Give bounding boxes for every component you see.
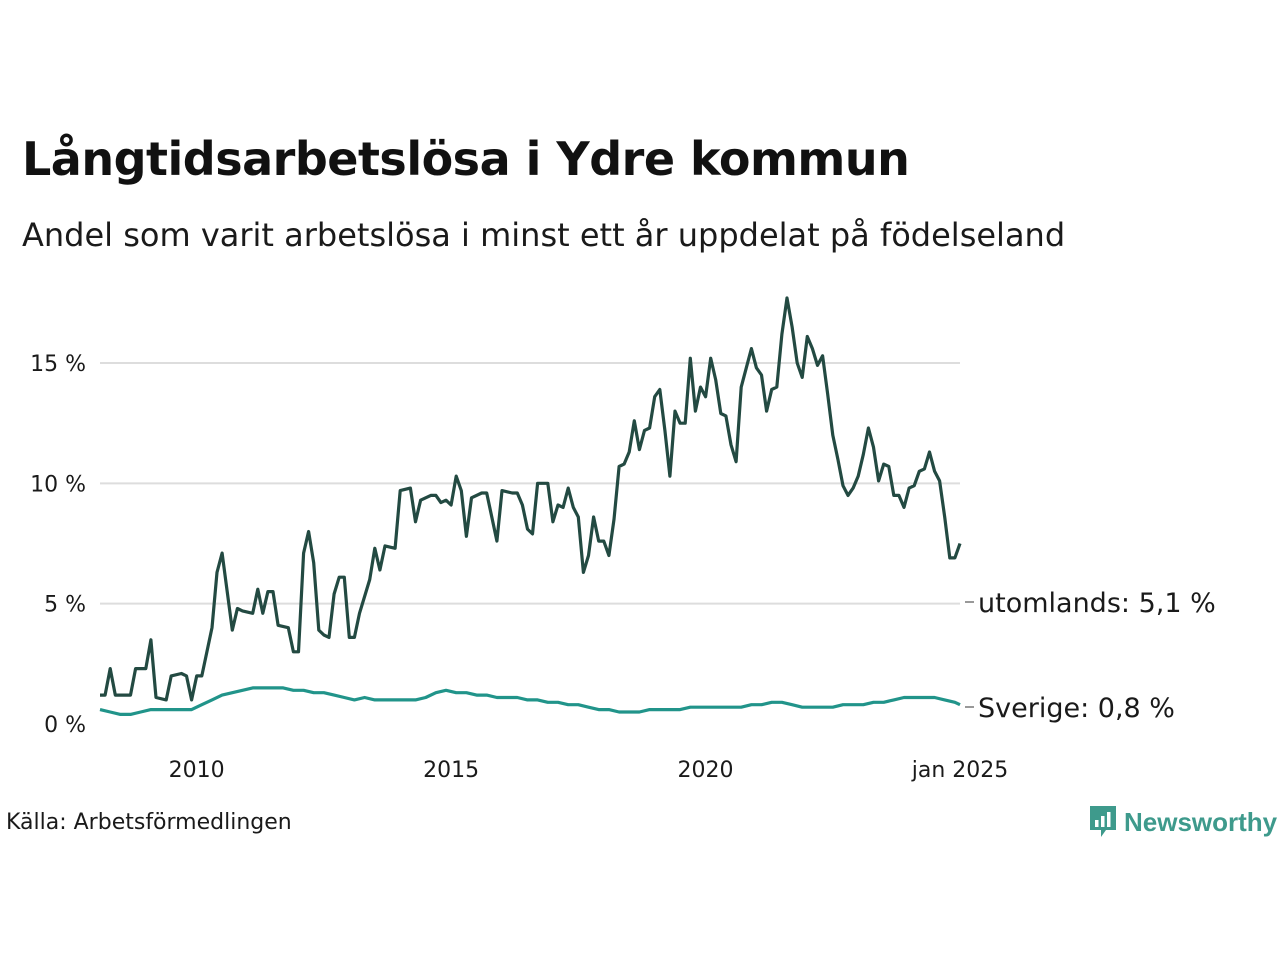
y-tick-label: 0 % — [44, 713, 86, 738]
series-labels: utomlands: 5,1 % Sverige: 0,8 % — [965, 588, 1216, 724]
y-tick-label: 10 % — [30, 472, 86, 497]
grid-lines — [100, 362, 960, 605]
chart-title: Långtidsarbetslösa i Ydre kommun — [22, 132, 910, 186]
x-axis: 2010 2015 2020 jan 2025 — [169, 758, 1009, 783]
series-line-sverige — [99, 686, 961, 716]
series-label-utomlands: utomlands: 5,1 % — [978, 588, 1216, 619]
series-line-utomlands — [100, 296, 962, 702]
x-tick-label: 2010 — [169, 758, 225, 783]
source-note: Källa: Arbetsförmedlingen — [6, 810, 292, 835]
y-axis: 0 % 5 % 10 % 15 % — [30, 352, 86, 738]
series-label-sverige: Sverige: 0,8 % — [978, 693, 1175, 724]
y-tick-label: 5 % — [44, 593, 86, 618]
brand-logo: Newsworthy — [1088, 804, 1277, 840]
y-tick-label: 15 % — [30, 352, 86, 377]
x-tick-label: 2015 — [423, 758, 479, 783]
x-tick-label: jan 2025 — [911, 758, 1009, 783]
bar-chart-speech-bubble-icon — [1090, 806, 1116, 837]
x-tick-label: 2020 — [678, 758, 734, 783]
series-lines — [99, 296, 962, 716]
chart-subtitle: Andel som varit arbetslösa i minst ett å… — [22, 216, 1066, 254]
brand-name: Newsworthy — [1124, 806, 1278, 837]
